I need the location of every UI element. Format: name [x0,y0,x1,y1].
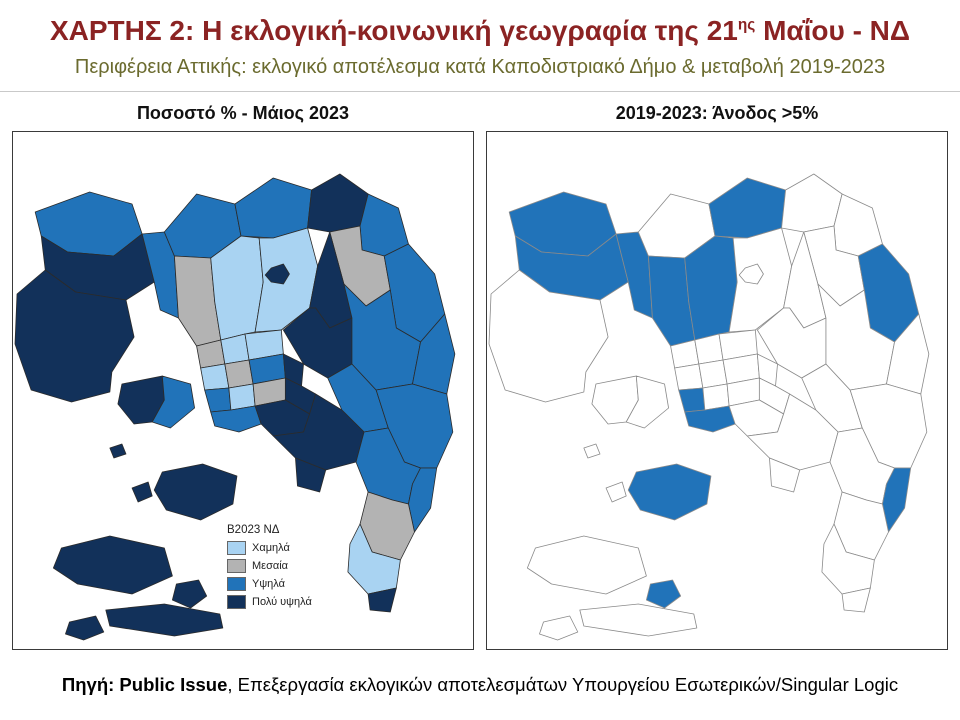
map-result-panel: B2023 ΝΔ Χαμηλά Μεσαία Υψηλά Πολύ υψηλά [12,130,474,650]
map-change-title: 2019-2023: Άνοδος >5% [615,102,819,123]
source-name: Πηγή: Public Issue [61,673,228,695]
map-region-r47 [171,579,208,608]
map-region-r44 [605,481,627,502]
map-region-r06 [708,177,786,238]
legend-label: Χαμηλά [252,541,290,554]
legend-item: Μεσαία [227,558,312,573]
map-result-column: Ποσοστό % - Μάιος 2023 B2023 ΝΔ Χαμηλά Με… [12,94,474,650]
map-region-r28 [678,387,706,412]
legend-swatch-mid [227,558,246,573]
map-region-r44 [131,481,153,502]
map-region-r28 [204,387,232,412]
map-region-r42 [151,375,195,428]
map-region-r45 [627,463,712,520]
legend-label: Μεσαία [252,559,289,572]
title-superscript: ης [737,16,756,34]
map-region-r03 [14,269,135,402]
legend-label: Υψηλά [252,577,285,590]
page-subtitle: Περιφέρεια Αττικής: εκλογικό αποτέλεσμα … [74,55,886,78]
map-region-r14 [264,263,290,284]
map-region-r43 [109,443,127,458]
map-region-r48 [105,603,224,636]
map-region-r42 [625,375,669,428]
legend-swatch-high [227,576,246,591]
map-region-r24 [674,363,704,390]
map-region-r08 [833,193,883,256]
legend-item: Υψηλά [227,576,312,591]
legend-swatch-very_high [227,594,246,609]
title-suffix: Μαΐου - ΝΔ [755,15,911,46]
map-region-r40 [367,587,397,612]
legend-item: Χαμηλά [227,540,312,555]
map-region-r25 [698,359,728,388]
legend-title: B2023 ΝΔ [227,523,280,536]
title-prefix: ΧΑΡΤΗΣ 2: Η εκλογική-κοινωνική γεωγραφία… [49,15,738,46]
map-change-panel [486,130,948,650]
legend-swatch-low [227,540,246,555]
map-region-r46 [526,535,647,594]
page-title: ΧΑΡΤΗΣ 2: Η εκλογική-κοινωνική γεωγραφία… [12,14,948,48]
map-region-r49 [539,615,579,640]
map-region-r40 [841,587,871,612]
map-region-r07 [781,173,843,232]
map-region-r07 [307,173,369,232]
legend-item: Πολύ υψηλά [227,594,312,609]
maps-row: Ποσοστό % - Μάιος 2023 B2023 ΝΔ Χαμηλά Με… [0,92,960,650]
map-region-r29 [228,383,256,410]
legend-items: Χαμηλά Μεσαία Υψηλά Πολύ υψηλά [227,540,312,609]
map-region-r06 [234,177,312,238]
map-region-r19 [886,313,930,394]
header: ΧΑΡΤΗΣ 2: Η εκλογική-κοινωνική γεωγραφία… [0,0,960,92]
legend-label: Πολύ υψηλά [252,595,312,608]
map-region-r03 [488,269,609,402]
map-result-svg [14,173,456,640]
map-region-r35 [295,457,327,492]
map-region-r19 [412,313,456,394]
map-region-r43 [583,443,601,458]
map-result-title: Ποσοστό % - Μάιος 2023 [136,102,350,123]
map-region-r49 [65,615,105,640]
map-region-r35 [769,457,801,492]
map-region-r24 [200,363,230,390]
map-region-r25 [224,359,254,388]
footer: Πηγή: Public Issue, Επεξεργασία εκλογικώ… [0,650,960,720]
map-region-r08 [359,193,409,256]
map-region-r47 [645,579,682,608]
legend: B2023 ΝΔ Χαμηλά Μεσαία Υψηλά Πολύ υψηλά [223,521,316,615]
map-region-r45 [153,463,238,520]
map-change-column: 2019-2023: Άνοδος >5% [486,94,948,650]
source-description: , Επεξεργασία εκλογικών αποτελεσμάτων Υπ… [227,673,899,695]
map-region-r48 [579,603,698,636]
map-region-r14 [738,263,764,284]
map-region-r29 [702,383,730,410]
map-region-r46 [52,535,173,594]
map-change-svg [488,173,930,640]
